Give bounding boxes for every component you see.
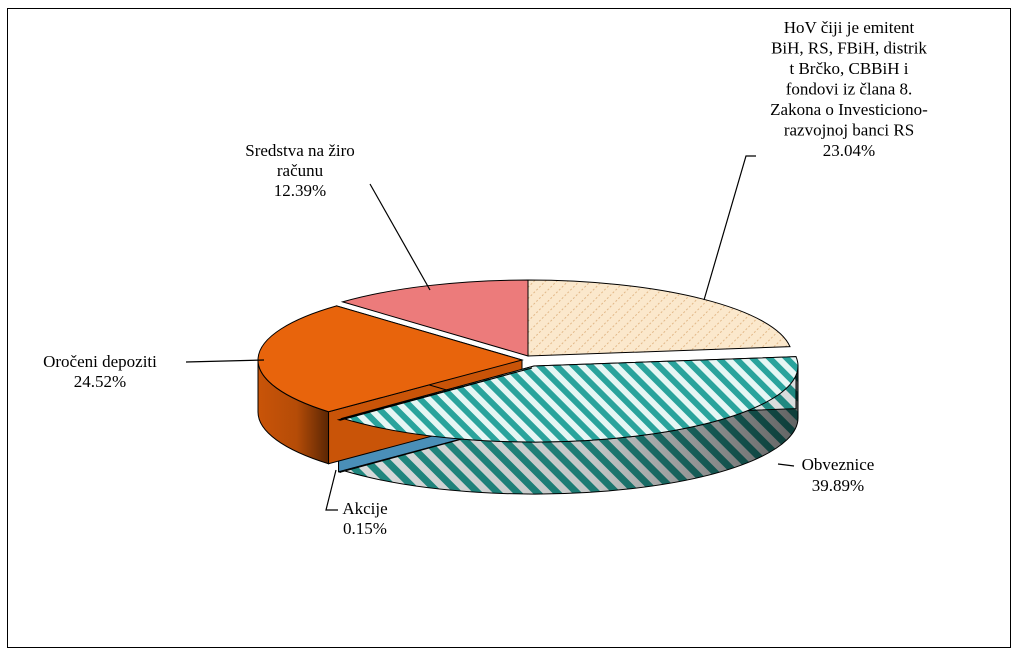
data-label-line: Zakona o Investiciono- (770, 100, 928, 119)
slice-akcije (336, 367, 533, 421)
data-label-line: 39.89% (812, 476, 864, 495)
data-label-line: fondovi iz člana 8. (786, 80, 913, 99)
data-label-akcije: Akcije 0.15% (342, 499, 387, 538)
leader-line-obveznice (777, 463, 795, 467)
leader-line-sredstva-ziro (369, 183, 431, 291)
slice-oroceni-depoziti (257, 305, 524, 413)
data-label-line: BiH, RS, FBiH, distrik (771, 39, 927, 58)
data-label-hov: HoV čiji je emitent BiH, RS, FBiH, distri… (770, 18, 928, 160)
slice-obveznice (340, 356, 799, 443)
data-label-sredstva-ziro: Sredstva na žiro računu 12.39% (245, 141, 355, 200)
slice-obveznice-side-shade (342, 366, 798, 495)
slice-hov (527, 279, 791, 357)
data-label-line: računu (277, 161, 324, 180)
data-label-line: Oročeni depoziti (43, 352, 157, 371)
leader-line-hov (703, 155, 756, 301)
data-label-line: 24.52% (74, 372, 126, 391)
slice-oroceni-depoziti-side-shade (258, 360, 329, 464)
data-label-line: t Brčko, CBBiH i (789, 59, 908, 78)
data-label-line: 12.39% (274, 181, 326, 200)
data-label-line: Sredstva na žiro (245, 141, 355, 160)
data-label-line: 0.15% (343, 519, 387, 538)
data-label-line: Obveznice (802, 455, 875, 474)
data-label-line: razvojnoj banci RS (784, 121, 914, 140)
data-label-line: 23.04% (823, 141, 875, 160)
leader-line-oroceni-depoziti (185, 359, 265, 363)
leader-line-akcije (325, 469, 338, 511)
data-label-line: HoV čiji je emitent (784, 18, 915, 37)
data-label-line: Akcije (342, 499, 387, 518)
data-label-oroceni-depoziti: Oročeni depoziti 24.52% (43, 352, 157, 391)
data-label-obveznice: Obveznice 39.89% (802, 455, 875, 495)
